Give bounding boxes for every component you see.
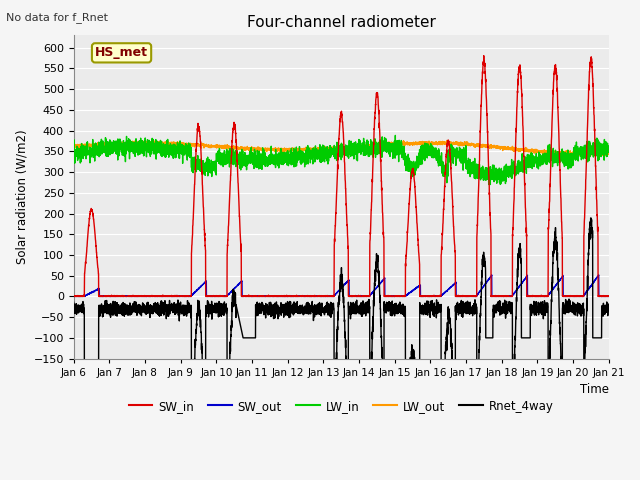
Text: HS_met: HS_met bbox=[95, 47, 148, 60]
Text: No data for f_Rnet: No data for f_Rnet bbox=[6, 12, 108, 23]
Title: Four-channel radiometer: Four-channel radiometer bbox=[247, 15, 436, 30]
Legend: SW_in, SW_out, LW_in, LW_out, Rnet_4way: SW_in, SW_out, LW_in, LW_out, Rnet_4way bbox=[124, 395, 559, 417]
Y-axis label: Solar radiation (W/m2): Solar radiation (W/m2) bbox=[15, 130, 28, 264]
X-axis label: Time: Time bbox=[580, 383, 609, 396]
